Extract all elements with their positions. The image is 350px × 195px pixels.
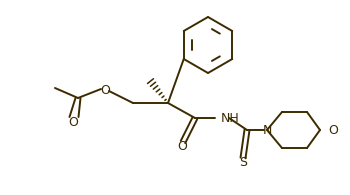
Text: O: O [68,116,78,129]
Text: O: O [328,123,338,136]
Text: O: O [177,141,187,153]
Text: N: N [262,123,272,136]
Text: O: O [100,83,110,97]
Text: NH: NH [221,112,240,124]
Text: S: S [239,155,247,168]
